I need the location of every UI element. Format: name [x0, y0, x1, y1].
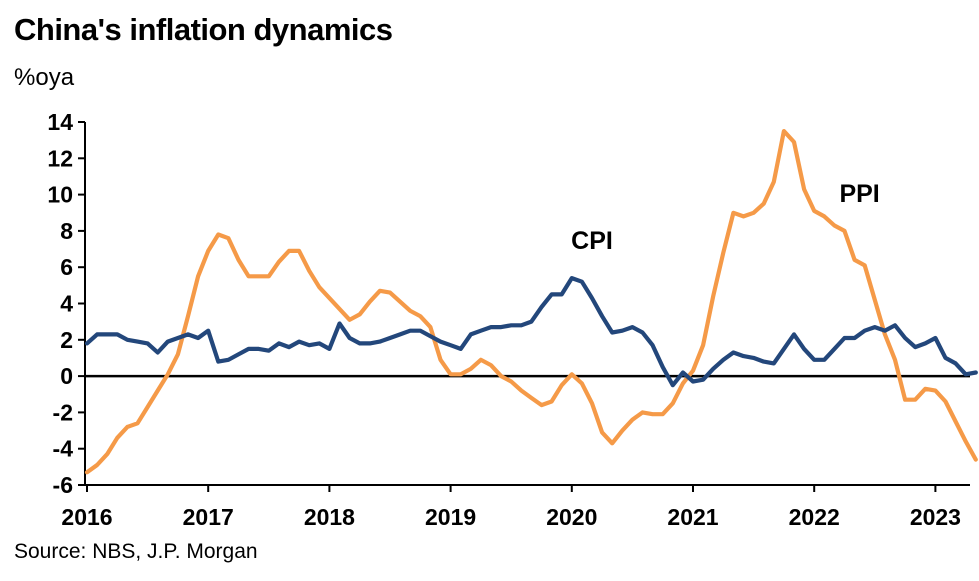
series-labels: CPI PPI: [571, 180, 880, 255]
cpi-line: [84, 276, 978, 388]
ppi-series-label: PPI: [839, 180, 879, 208]
y-tick-label: 10: [47, 182, 73, 208]
chart-title: China's inflation dynamics: [14, 12, 393, 47]
series-ppi: [84, 129, 978, 475]
y-axis: -6 -4 -2 0 2 4 6 8 10 12 14: [47, 109, 970, 498]
x-tick-label: 2023: [910, 504, 961, 530]
y-tick-label: 2: [60, 327, 73, 353]
x-tick-label: 2017: [183, 504, 234, 530]
x-tick-label: 2019: [425, 504, 476, 530]
y-tick-label: 4: [60, 291, 73, 317]
y-tick-label: 14: [47, 109, 73, 135]
x-tick-label: 2018: [304, 504, 355, 530]
y-tick-label: 12: [47, 145, 73, 171]
y-axis-unit-label: %oya: [14, 64, 75, 91]
y-tick-label: -4: [53, 436, 74, 462]
cpi-series-label: CPI: [571, 227, 613, 255]
source-note: Source: NBS, J.P. Morgan: [14, 540, 258, 563]
y-tick-label: -6: [53, 472, 73, 498]
y-tick-label: -2: [53, 399, 73, 425]
x-tick-label: 2016: [61, 504, 112, 530]
x-tick-label: 2022: [789, 504, 840, 530]
series-cpi: [84, 276, 978, 388]
x-tick-label: 2021: [667, 504, 718, 530]
y-tick-label: 0: [60, 363, 73, 389]
x-axis: 2016 2017 2018 2019 2020 2021 2022 2023: [61, 484, 970, 530]
y-tick-label: 6: [60, 254, 73, 280]
x-tick-label: 2020: [546, 504, 597, 530]
series-lines: [84, 129, 978, 475]
y-tick-label: 8: [60, 218, 73, 244]
